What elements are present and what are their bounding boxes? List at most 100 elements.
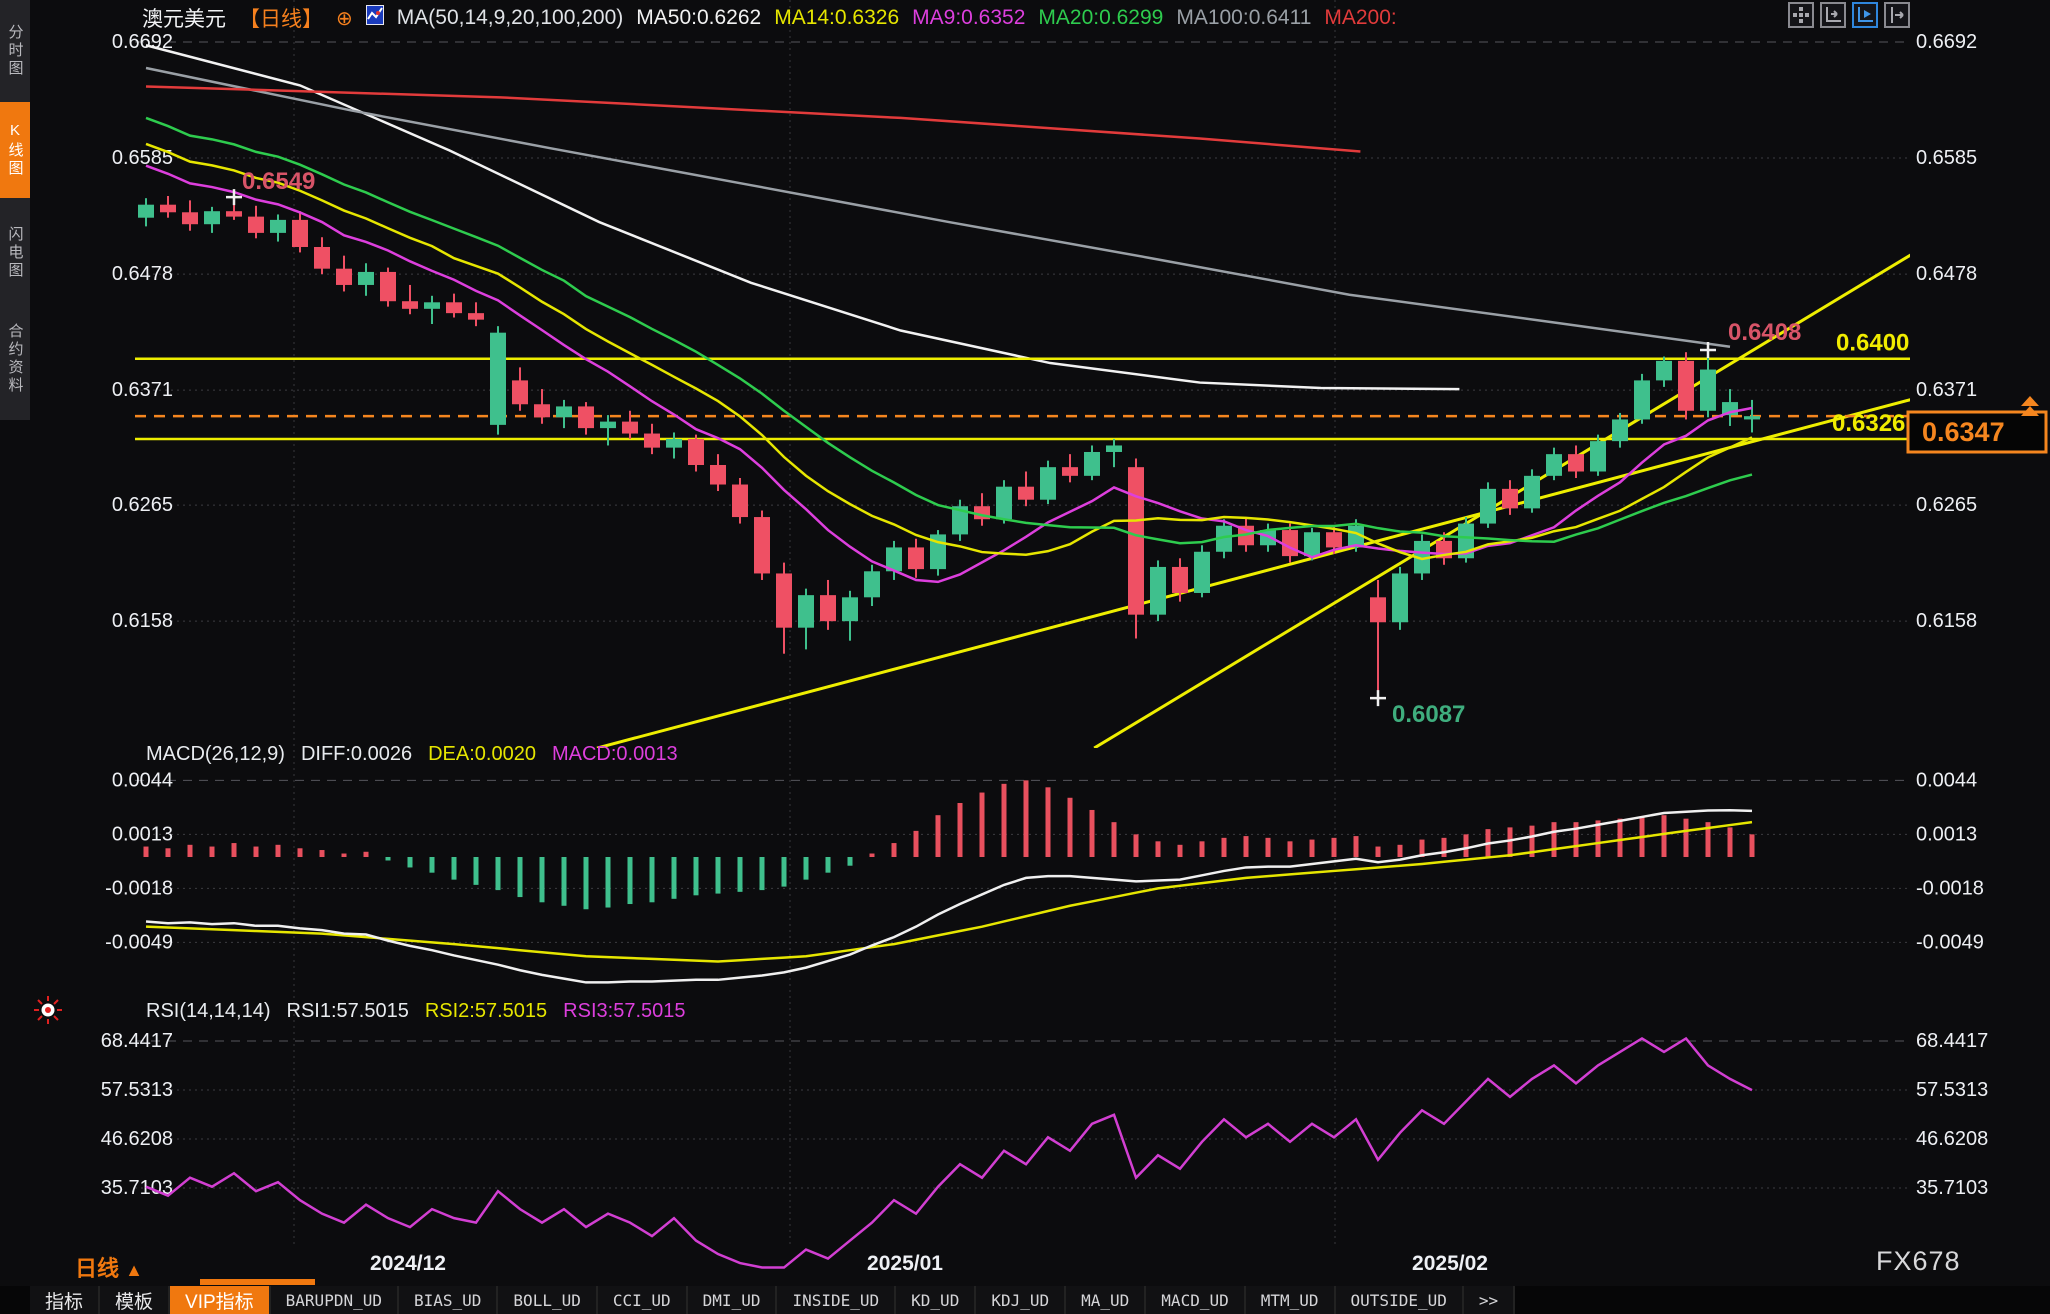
y-axis-label-right: 0.6371 bbox=[1916, 379, 1977, 401]
tab-ma-ud[interactable]: MA_UD bbox=[1066, 1286, 1147, 1314]
sidebar-item-flash-chart[interactable]: 闪电图 bbox=[6, 226, 24, 280]
axis-scale-icon[interactable] bbox=[1820, 2, 1846, 28]
ma200-value: MA200: bbox=[1324, 6, 1397, 29]
trend-line[interactable] bbox=[596, 388, 1954, 748]
macd-bar bbox=[517, 857, 523, 898]
macd-bar bbox=[1749, 834, 1755, 857]
tab-bias-ud[interactable]: BIAS_UD bbox=[398, 1286, 499, 1314]
macd-bar bbox=[1353, 836, 1359, 857]
macd-bar bbox=[1397, 844, 1403, 857]
tab-boll-ud[interactable]: BOLL_UD bbox=[498, 1286, 598, 1314]
macd-bar bbox=[1309, 839, 1315, 857]
period-selector[interactable]: 日线 ▲ bbox=[75, 1256, 143, 1281]
macd-bar bbox=[253, 846, 259, 857]
swing-price-label: 0.6549 bbox=[242, 168, 315, 195]
right-panel-icon[interactable] bbox=[1884, 2, 1910, 28]
candle-body bbox=[138, 204, 154, 218]
candle-body bbox=[1084, 451, 1100, 476]
macd-bar bbox=[803, 857, 809, 880]
macd-bar bbox=[1727, 827, 1733, 857]
tab-vip-indicators[interactable]: VIP指标 bbox=[170, 1286, 271, 1314]
tabbar-spacer bbox=[0, 1286, 30, 1314]
candle-body bbox=[1656, 360, 1672, 381]
y-axis-label-left: 0.0044 bbox=[112, 769, 173, 791]
tab-outside-ud[interactable]: OUTSIDE_UD bbox=[1335, 1286, 1464, 1314]
sidebar-item-timeline-chart[interactable]: 分时图 bbox=[6, 24, 24, 78]
tab-indicators[interactable]: 指标 bbox=[30, 1286, 101, 1314]
y-axis-label-right: 46.6208 bbox=[1916, 1128, 1988, 1150]
kline-mini-icon[interactable] bbox=[365, 5, 384, 31]
macd-bar bbox=[583, 857, 589, 910]
tab-barupdn-ud[interactable]: BARUPDN_UD bbox=[270, 1286, 399, 1314]
macd-bar bbox=[737, 857, 743, 892]
circle-plus-icon[interactable]: ⊕ bbox=[336, 7, 353, 30]
chart-type-sidebar: 分时图 K线图 闪电图 合约资料 bbox=[0, 0, 30, 420]
alarm-icon[interactable] bbox=[33, 995, 63, 1030]
tab-kdj-ud[interactable]: KDJ_UD bbox=[976, 1286, 1067, 1314]
tab-templates[interactable]: 模板 bbox=[100, 1286, 171, 1314]
macd-bar bbox=[1573, 822, 1579, 857]
sidebar-item-kline-chart[interactable]: K线图 bbox=[0, 102, 30, 198]
candle-body bbox=[1304, 532, 1320, 557]
macd-bar bbox=[539, 857, 545, 903]
macd-bar bbox=[1045, 787, 1051, 857]
candle-body bbox=[468, 313, 484, 320]
rsi3-value: RSI3:57.5015 bbox=[563, 1000, 686, 1022]
macd-bar bbox=[1419, 839, 1425, 857]
tab-cci-ud[interactable]: CCI_UD bbox=[597, 1286, 688, 1314]
candle-body bbox=[424, 302, 440, 309]
scrollbar-thumb[interactable] bbox=[200, 1279, 315, 1285]
macd-bar bbox=[187, 844, 193, 857]
candle-body bbox=[1744, 416, 1760, 420]
crosshair-icon[interactable] bbox=[1788, 2, 1814, 28]
candle-body bbox=[380, 271, 396, 302]
rsi-title: RSI(14,14,14) bbox=[146, 1000, 271, 1022]
sidebar-item-contract-info[interactable]: 合约资料 bbox=[6, 323, 24, 395]
candle-body bbox=[1612, 419, 1628, 442]
chart-style-icon[interactable] bbox=[1852, 2, 1878, 28]
candle-body bbox=[578, 406, 594, 429]
macd-dea-line bbox=[145, 820, 1753, 963]
macd-diff-value: DIFF:0.0026 bbox=[300, 743, 413, 765]
tab-inside-ud[interactable]: INSIDE_UD bbox=[777, 1286, 897, 1314]
candle-body bbox=[248, 216, 264, 233]
symbol-name: 澳元美元 bbox=[142, 8, 226, 31]
candle-body bbox=[1678, 360, 1694, 411]
period-tag: 【日线】 bbox=[239, 8, 323, 31]
tab-kd-ud[interactable]: KD_UD bbox=[896, 1286, 977, 1314]
macd-bar bbox=[1133, 834, 1139, 857]
rsi1-value: RSI1:57.5015 bbox=[286, 1000, 409, 1022]
candle-body bbox=[952, 506, 968, 535]
macd-bar bbox=[1683, 818, 1689, 857]
y-axis-label-right: 0.6585 bbox=[1916, 147, 1977, 169]
rsi-legend: RSI(14,14,14) RSI1:57.5015 RSI2:57.5015 … bbox=[146, 1000, 686, 1023]
macd-legend: MACD(26,12,9) DIFF:0.0026 DEA:0.0020 MAC… bbox=[146, 743, 678, 766]
macd-bar bbox=[1507, 827, 1513, 857]
tab-more[interactable]: >> bbox=[1463, 1286, 1516, 1314]
candle-body bbox=[1370, 597, 1386, 623]
macd-bar bbox=[1551, 822, 1557, 857]
tab-mtm-ud[interactable]: MTM_UD bbox=[1245, 1286, 1336, 1314]
macd-bar bbox=[407, 857, 413, 868]
date-label-feb: 2025/02 bbox=[1412, 1252, 1488, 1275]
candle-body bbox=[1128, 467, 1144, 615]
sup-line-label: 0.6326 bbox=[1832, 410, 1905, 437]
macd-bar bbox=[1243, 836, 1249, 857]
tab-dmi-ud[interactable]: DMI_UD bbox=[687, 1286, 778, 1314]
main-price-panel: 0.6549 0.6087 0.6408 bbox=[135, 44, 1954, 748]
candle-body bbox=[688, 438, 704, 465]
y-axis-label-right: -0.0018 bbox=[1916, 877, 1984, 899]
candle-body bbox=[314, 246, 330, 269]
swing-price-label: 0.6087 bbox=[1392, 701, 1465, 728]
candle-body bbox=[754, 517, 770, 574]
y-axis-label-right: 0.6265 bbox=[1916, 494, 1977, 516]
macd-bar bbox=[935, 815, 941, 857]
macd-bar bbox=[1221, 837, 1227, 857]
candle-body bbox=[908, 547, 924, 570]
candle-body bbox=[666, 438, 682, 448]
macd-bar bbox=[1067, 797, 1073, 857]
chart-toolbar bbox=[1788, 2, 1910, 28]
macd-bar bbox=[1331, 837, 1337, 857]
tab-macd-ud[interactable]: MACD_UD bbox=[1146, 1286, 1246, 1314]
